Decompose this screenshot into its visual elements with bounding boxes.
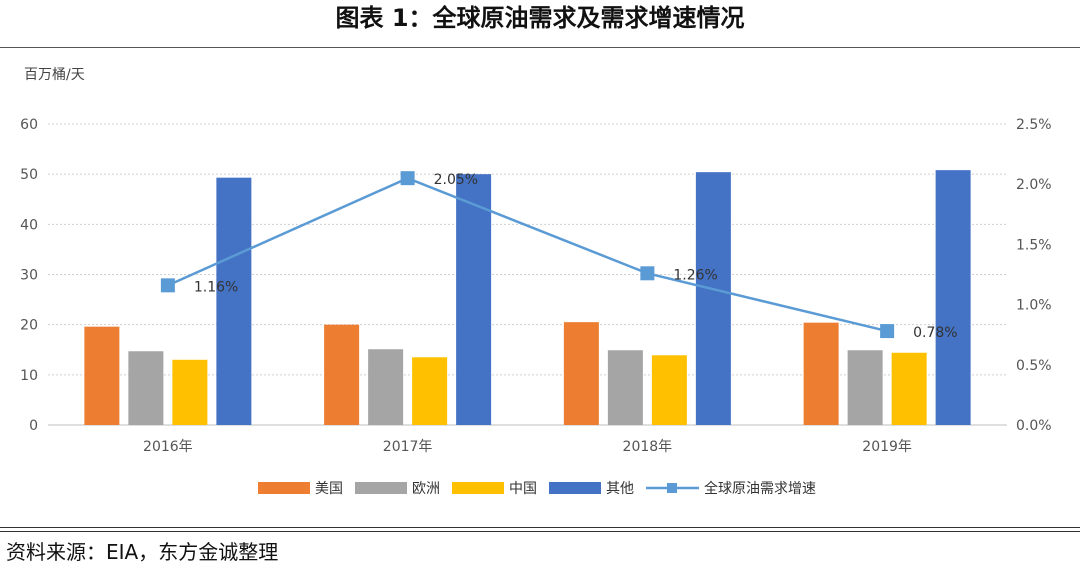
bar-其他: [216, 177, 252, 425]
growth-marker: [400, 171, 415, 186]
y-left-tick-label: 40: [20, 217, 38, 233]
legend-swatch-中国: [452, 482, 504, 494]
legend-line-marker: [667, 483, 677, 493]
top-divider: [0, 47, 1080, 48]
bar-中国: [651, 355, 687, 425]
bar-中国: [172, 359, 208, 425]
growth-line: [167, 176, 888, 333]
y-left-tick-label: 50: [20, 167, 38, 183]
bar-美国: [324, 324, 360, 425]
growth-data-label: 0.78%: [913, 325, 957, 341]
y-right-tick-label: 1.5%: [1016, 237, 1052, 253]
bar-欧洲: [607, 350, 643, 425]
legend-label: 全球原油需求增速: [704, 480, 816, 497]
growth-marker: [880, 324, 895, 339]
y-right-tick-label: 2.5%: [1016, 117, 1052, 133]
bottom-divider-1: [0, 527, 1080, 528]
y-right-tick-label: 2.0%: [1016, 177, 1052, 193]
chart-title: 图表 1：全球原油需求及需求增速情况: [335, 4, 745, 32]
x-tick-label: 2017年: [383, 439, 433, 455]
bar-欧洲: [128, 351, 164, 425]
bar-美国: [563, 322, 599, 425]
y-left-tick-label: 10: [20, 368, 38, 384]
legend-swatch-美国: [258, 482, 310, 494]
growth-data-label: 1.26%: [673, 267, 717, 283]
y-left-tick-label: 60: [20, 117, 38, 133]
growth-data-label: 2.05%: [434, 172, 478, 188]
legend-label: 美国: [315, 481, 343, 497]
x-tick-label: 2018年: [623, 439, 673, 455]
bar-欧洲: [368, 349, 404, 425]
growth-data-label: 1.16%: [194, 279, 238, 295]
bar-美国: [803, 322, 839, 425]
bar-欧洲: [847, 350, 883, 425]
legend-label: 其他: [606, 481, 634, 497]
x-tick-label: 2019年: [862, 439, 912, 455]
y-left-tick-label: 20: [20, 318, 38, 334]
y-axis-unit-label: 百万桶/天: [24, 67, 85, 83]
y-right-tick-label: 0.5%: [1016, 358, 1052, 374]
bar-其他: [695, 172, 731, 425]
legend-label: 中国: [509, 481, 537, 497]
bar-中国: [891, 352, 927, 425]
legend-swatch-欧洲: [355, 482, 407, 494]
x-tick-label: 2016年: [143, 439, 193, 455]
legend-swatch-其他: [549, 482, 601, 494]
bar-美国: [84, 326, 120, 425]
y-right-tick-label: 1.0%: [1016, 298, 1052, 314]
growth-marker: [160, 278, 175, 293]
y-right-tick-label: 0.0%: [1016, 418, 1052, 434]
bar-其他: [935, 170, 971, 425]
legend-label: 欧洲: [412, 481, 440, 497]
bottom-divider-2: [0, 531, 1080, 532]
source-note: 资料来源：EIA，东方金诚整理: [6, 540, 279, 564]
bar-其他: [456, 174, 492, 425]
y-left-tick-label: 0: [29, 418, 38, 434]
bar-中国: [412, 357, 448, 425]
y-left-tick-label: 30: [20, 268, 38, 284]
growth-marker: [640, 266, 655, 281]
